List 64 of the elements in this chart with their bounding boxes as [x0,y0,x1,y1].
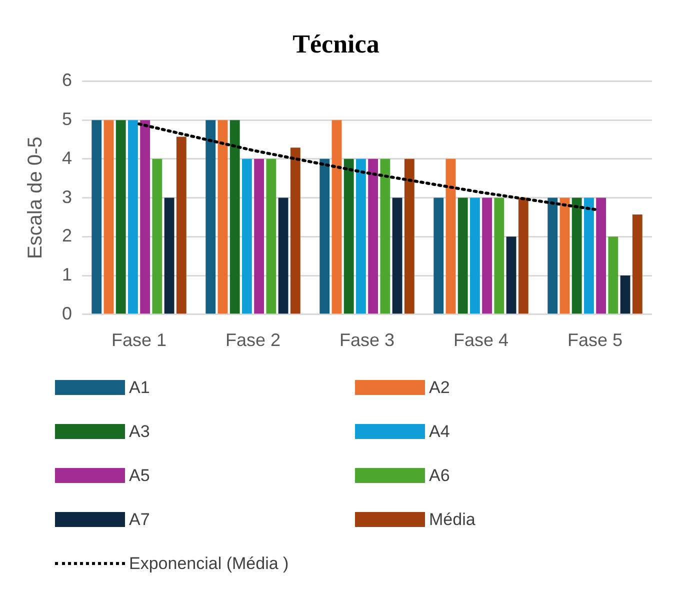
bar [206,120,216,314]
bar [380,158,390,314]
bar [116,120,126,314]
x-tick-label: Fase 1 [111,330,167,350]
bar [332,120,342,314]
bar [344,158,354,314]
y-tick-label: 5 [62,109,72,130]
bar [392,198,402,314]
x-tick-label: Fase 2 [225,330,281,350]
bar [584,198,594,314]
bar [218,120,228,314]
x-tick-label: Fase 3 [339,330,395,350]
bar [230,120,240,314]
bar [404,158,414,314]
bar [140,120,150,314]
bar [596,198,606,314]
bar [128,120,138,314]
bar [290,148,300,314]
y-axis-title: Escala de 0-5 [24,136,47,259]
legend-label: Média [429,510,476,530]
bar [266,158,276,314]
line-series [138,122,596,211]
legend-label: A1 [129,378,150,398]
legend-label: A2 [429,378,450,398]
bar [494,198,504,314]
bar [446,158,456,314]
bar [572,198,582,314]
x-tick-label: Fase 4 [453,330,509,350]
legend-label: A7 [129,510,150,530]
bar [320,158,330,314]
bar [164,198,174,314]
legend-label: A3 [129,422,150,442]
legend-label: A4 [429,422,450,442]
bar [152,158,162,314]
bar [620,276,630,314]
bar [368,158,378,314]
bar [470,198,480,314]
bar [242,158,252,314]
bar [482,198,492,314]
legend-label: A5 [129,466,150,486]
bar [632,214,642,314]
bar [560,198,570,314]
bar [518,198,528,314]
y-tick-label: 0 [62,303,72,324]
bar [548,198,558,314]
y-tick-label: 2 [62,226,72,246]
y-tick-label: 1 [62,264,72,284]
bar [104,120,114,314]
bar [434,198,444,314]
legend-label: Exponencial (Média ) [129,554,289,574]
x-tick-label: Fase 5 [567,330,623,350]
bar [608,236,618,314]
bar [278,198,288,314]
legend-label: A6 [429,466,450,486]
bar [506,236,516,314]
bar [176,136,186,314]
y-tick-label: 6 [62,70,72,90]
bar [356,158,366,314]
y-tick-label: 4 [62,148,72,168]
bar [92,120,102,314]
bar [458,198,468,314]
bar [254,158,264,314]
y-tick-label: 3 [62,186,72,207]
chart-title: Técnica [292,29,380,58]
